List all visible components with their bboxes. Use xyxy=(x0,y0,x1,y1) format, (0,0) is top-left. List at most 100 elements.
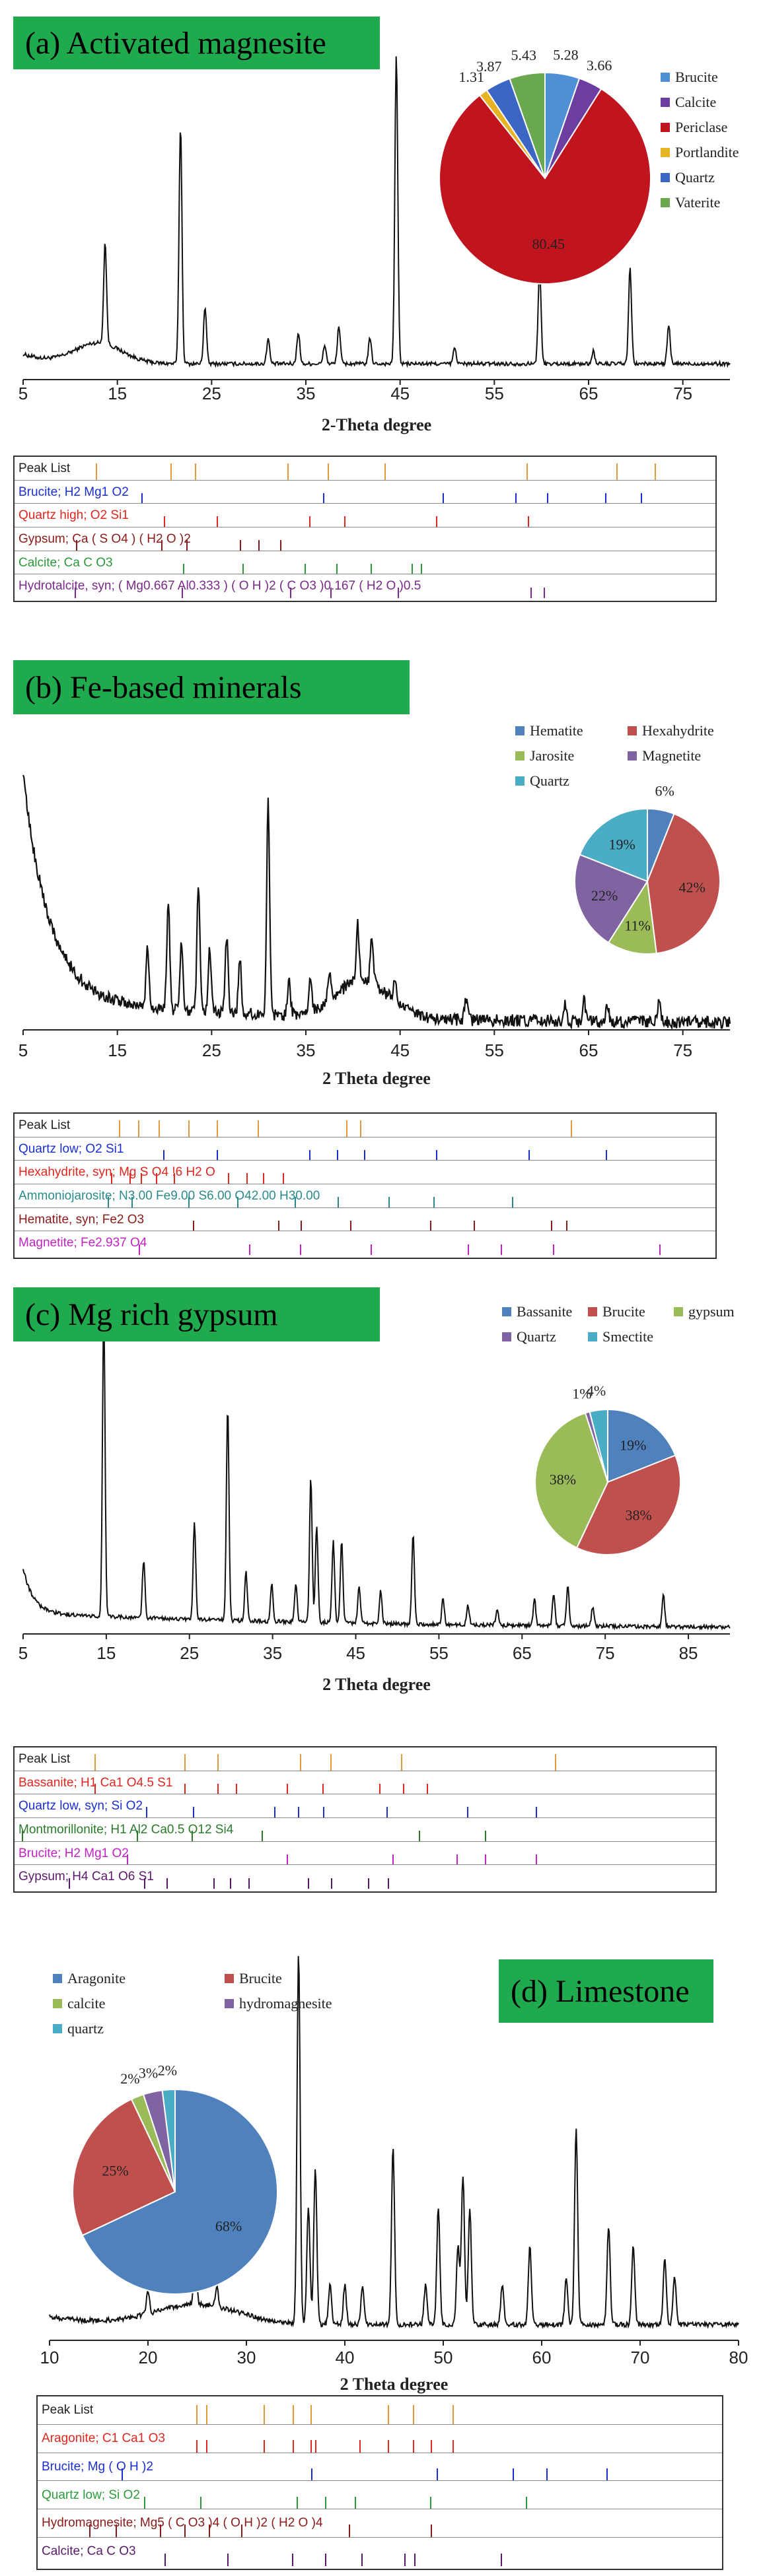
peak-stick xyxy=(236,1197,238,1207)
peak-stick xyxy=(346,1120,348,1137)
peak-list-row: Calcite; Ca C O3 xyxy=(38,2538,722,2566)
peak-stick xyxy=(69,1878,71,1889)
peak-stick xyxy=(349,1220,351,1231)
peak-stick xyxy=(436,2468,438,2481)
peak-stick xyxy=(550,1220,552,1231)
peak-stick xyxy=(308,1149,310,1161)
legend-label-c: Brucite xyxy=(602,1303,645,1320)
peak-list-row: Magnetite; Fe2.937 O4 xyxy=(15,1231,715,1255)
peak-stick xyxy=(402,1783,404,1794)
x-tick-label-d: 70 xyxy=(631,2348,650,2367)
peak-stick xyxy=(227,2553,229,2566)
peak-list-row: Peak List xyxy=(15,1747,715,1771)
x-tick-label-c: 85 xyxy=(679,1643,698,1663)
peak-list-row: Peak List xyxy=(38,2396,722,2425)
x-axis-label-b: 2 Theta degree xyxy=(322,1069,431,1088)
peak-stick xyxy=(239,540,241,551)
legend-swatch-a xyxy=(661,148,670,157)
peak-stick xyxy=(535,1807,537,1817)
peak-stick xyxy=(277,1220,279,1231)
peak-stick xyxy=(297,2496,299,2509)
panel-b-title: (b) Fe-based minerals xyxy=(13,660,410,714)
pie-label-b: 42% xyxy=(679,879,706,896)
x-tick-label-a: 45 xyxy=(390,384,410,403)
peak-list-row: Quartz high; O2 Si1 xyxy=(15,504,715,527)
legend-swatch-c xyxy=(502,1307,511,1316)
peak-stick xyxy=(291,2553,293,2566)
legend-label-a: Calcite xyxy=(675,94,716,110)
legend-label-c: Bassanite xyxy=(517,1303,572,1320)
peak-stick xyxy=(299,1754,301,1771)
peak-list-label: Quartz high; O2 Si1 xyxy=(18,508,129,523)
x-tick-label-d: 10 xyxy=(40,2348,59,2367)
peak-stick xyxy=(435,1149,437,1161)
pie-label-d: 68% xyxy=(215,2218,242,2235)
peak-stick xyxy=(295,1197,297,1207)
pie-label-d: 3% xyxy=(139,2065,158,2082)
x-tick-label-a: 55 xyxy=(485,384,504,403)
peak-stick xyxy=(501,2553,503,2566)
x-tick-label-d: 30 xyxy=(237,2348,256,2367)
legend-swatch-a xyxy=(661,73,670,82)
peak-stick xyxy=(368,1878,370,1889)
legend-label-c: Quartz xyxy=(517,1328,556,1345)
peak-stick xyxy=(216,516,218,527)
legend-swatch-b xyxy=(628,726,637,735)
peak-stick xyxy=(216,1120,218,1137)
x-tick-label-d: 60 xyxy=(532,2348,552,2367)
peak-list-row: Quartz low; Si O2 xyxy=(38,2482,722,2510)
x-tick-label-d: 40 xyxy=(336,2348,355,2367)
peak-stick xyxy=(442,492,444,504)
peak-stick xyxy=(392,1854,394,1865)
x-tick-label-a: 65 xyxy=(579,384,598,403)
peak-stick xyxy=(192,1831,194,1841)
peak-stick xyxy=(338,1197,340,1207)
peak-stick xyxy=(322,1783,324,1794)
peak-stick xyxy=(421,563,423,574)
x-tick-label-a: 75 xyxy=(673,384,692,403)
x-tick-label-c: 65 xyxy=(513,1643,532,1663)
peak-stick xyxy=(193,1220,195,1231)
peak-stick xyxy=(145,1807,147,1817)
peak-stick xyxy=(192,1807,194,1817)
peak-stick xyxy=(227,1173,229,1184)
pie-slice-b xyxy=(607,879,657,955)
legend-swatch-b xyxy=(515,726,525,735)
xrd-pattern-b xyxy=(22,774,731,1031)
peak-stick xyxy=(263,2439,265,2453)
pie-label-a: 5.43 xyxy=(511,47,536,63)
pie-label-a: 3.66 xyxy=(587,57,612,74)
peak-stick xyxy=(370,1244,372,1255)
peak-stick xyxy=(525,2496,527,2509)
peak-stick xyxy=(655,463,656,480)
peak-stick xyxy=(484,1831,486,1841)
pie-slice-b xyxy=(646,813,721,955)
peak-list-row: Calcite; Ca C O3 xyxy=(15,551,715,575)
peak-stick xyxy=(240,2525,242,2538)
x-tick-label-c: 5 xyxy=(18,1643,28,1663)
peak-stick xyxy=(430,1220,432,1231)
peak-stick xyxy=(119,1120,121,1137)
peak-list-row: Hydrotalcite, syn; ( Mg0.667 Al0.333 ) (… xyxy=(15,574,715,598)
peak-stick xyxy=(412,563,414,574)
peak-stick xyxy=(331,1878,333,1889)
peak-list-label: Gypsum; Ca ( S O4 ) ( H2 O )2 xyxy=(18,532,191,546)
peak-stick xyxy=(217,1783,219,1794)
pie-slice-c xyxy=(589,1408,608,1483)
x-tick-label-b: 65 xyxy=(579,1040,598,1060)
peak-stick xyxy=(229,1878,231,1889)
peak-stick xyxy=(547,492,549,504)
peak-stick xyxy=(308,516,310,527)
x-tick-label-b: 75 xyxy=(673,1040,692,1060)
legend-label-a: Vaterite xyxy=(675,194,720,211)
peak-list-label: Calcite; Ca C O3 xyxy=(18,555,113,570)
peak-list-label: Montmorillonite; H1 Al2 Ca0.5 O12 Si4 xyxy=(18,1823,234,1837)
x-axis-label-d: 2 Theta degree xyxy=(340,2375,449,2394)
peak-stick xyxy=(336,563,338,574)
peak-stick xyxy=(262,1831,264,1841)
peak-stick xyxy=(330,1754,332,1771)
peak-stick xyxy=(361,2553,363,2566)
pie-label-a: 3.87 xyxy=(476,58,502,75)
peak-stick xyxy=(194,463,196,480)
